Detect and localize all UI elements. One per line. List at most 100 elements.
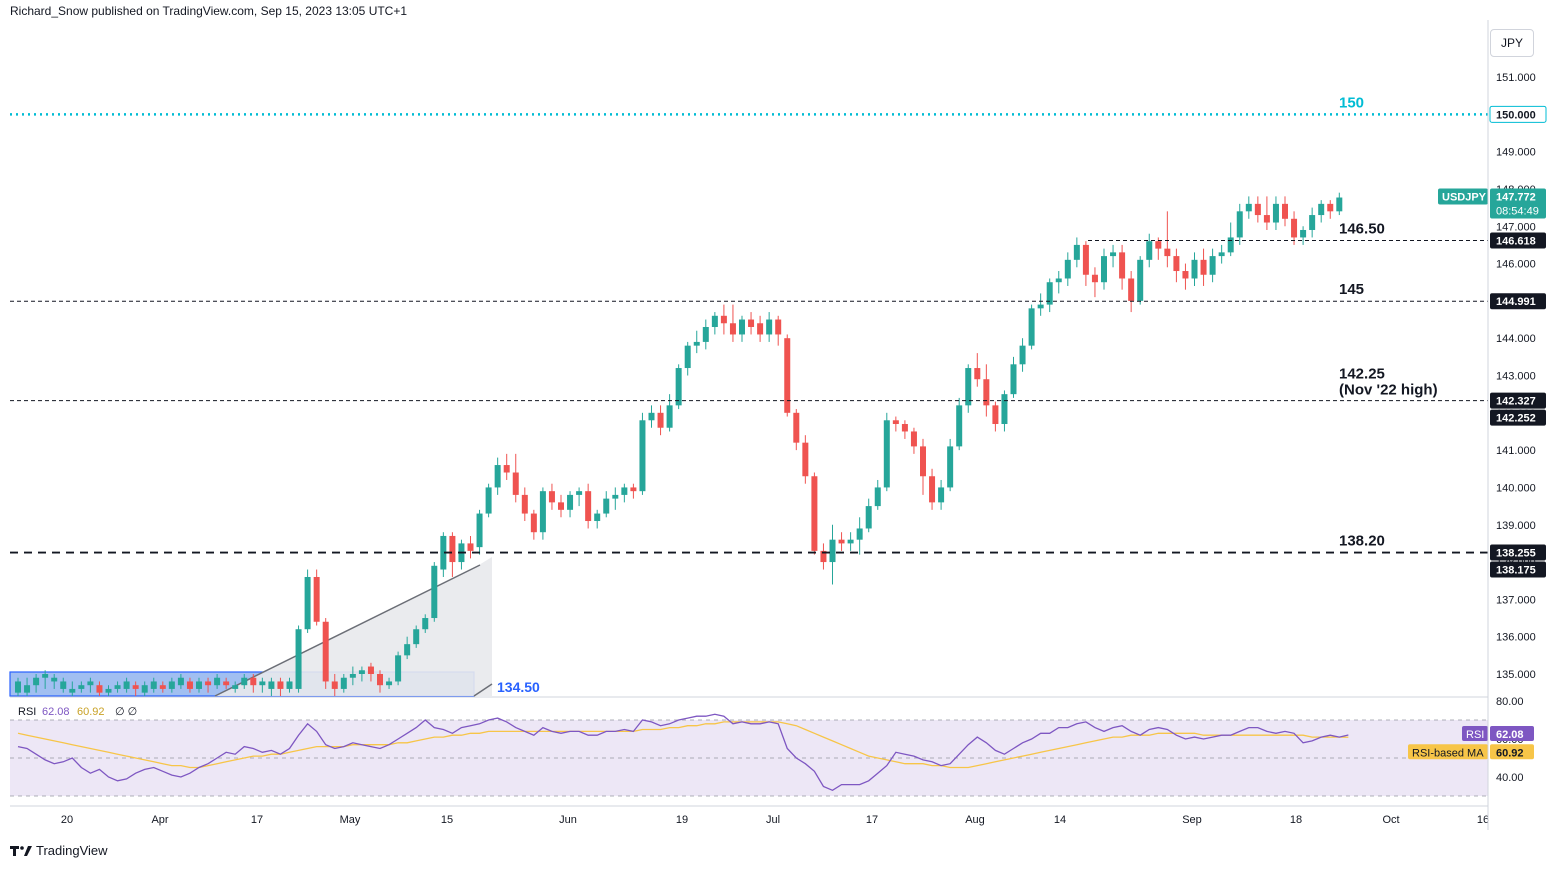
candle-body — [1200, 259, 1207, 275]
candle-body — [105, 688, 112, 693]
candle-body — [250, 677, 257, 686]
candle-body — [51, 677, 58, 682]
price-tick-label: 144.000 — [1496, 333, 1536, 345]
candle-body — [404, 644, 411, 656]
level-tag-bg — [1490, 293, 1546, 310]
candle-body — [1055, 278, 1062, 283]
candle-body — [1327, 203, 1334, 212]
candle-body — [159, 685, 166, 689]
rsi-legend-extra: ∅ ∅ — [115, 706, 137, 718]
candle-body — [1309, 215, 1316, 230]
candle-body — [648, 412, 655, 421]
level-label-note: (Nov '22 high) — [1339, 382, 1438, 399]
price-tick-label: 136.000 — [1496, 632, 1536, 644]
candle-body — [295, 629, 302, 689]
level-tag-text: 150.000 — [1496, 109, 1536, 121]
time-tick-label: 20 — [61, 814, 73, 826]
time-tick-label: 15 — [441, 814, 453, 826]
candle-body — [78, 685, 85, 689]
candle-body — [603, 498, 610, 514]
candle-body — [739, 319, 745, 335]
rsi-ma-tag: RSI-based MA 60.92 — [1408, 744, 1534, 760]
symbol-tag-text: USDJPY — [1442, 191, 1487, 203]
time-tick-label: May — [340, 814, 361, 826]
candle-body — [177, 677, 184, 686]
candle-body — [33, 677, 40, 686]
candle-body — [675, 368, 682, 406]
rsi-ma-line — [17, 721, 1349, 769]
candle-body — [413, 629, 420, 645]
candle-body — [340, 677, 347, 689]
candle-body — [974, 368, 981, 380]
breakout-triangle — [215, 557, 492, 696]
candle-body — [322, 621, 329, 682]
candle-body — [567, 494, 574, 510]
candle-body — [947, 446, 954, 488]
level-tag: 138.255 — [1490, 544, 1546, 561]
footer[interactable]: TradingView — [10, 843, 108, 858]
level-layer: 150 146.50 145 142.25(Nov '22 high) 138.20 — [10, 94, 1488, 554]
price-tick-label: 137.000 — [1496, 594, 1536, 606]
candle-body — [386, 681, 393, 686]
candle-body — [367, 666, 374, 674]
candle-body — [639, 420, 646, 492]
candle-body — [1182, 271, 1189, 279]
candle-body — [657, 412, 664, 428]
candle-body — [1263, 215, 1270, 223]
candle-body — [1209, 256, 1216, 275]
rsi-legend-ma-value: 60.92 — [77, 706, 105, 718]
candle-body — [1300, 229, 1307, 238]
candle-body — [60, 681, 67, 689]
candle-layer[interactable] — [15, 192, 1343, 696]
candle-body — [214, 677, 221, 686]
level-label: 138.20 — [1339, 533, 1385, 550]
candle-body — [838, 539, 845, 544]
candle-body — [1254, 203, 1261, 216]
rsi-tag: RSI 62.08 — [1462, 726, 1534, 742]
candle-body — [539, 491, 546, 533]
candle-body — [1046, 282, 1053, 305]
candle-body — [1001, 394, 1008, 425]
level-tag: 144.991 — [1490, 293, 1546, 310]
candle-body — [87, 681, 94, 686]
time-tick-label: Jun — [559, 814, 577, 826]
level-tag: 150.000 — [1489, 105, 1547, 123]
level-tag-secondary: 142.252 — [1490, 409, 1546, 426]
level-tag-bg — [1490, 392, 1546, 409]
candle-body — [883, 420, 890, 488]
candle-body — [666, 405, 673, 428]
candle-body — [983, 379, 990, 406]
candle-body — [1119, 252, 1126, 279]
candle-body — [1091, 274, 1098, 283]
candle-body — [96, 685, 103, 693]
trend-line-lower — [473, 683, 493, 697]
candle-body — [548, 491, 555, 503]
price-axis[interactable]: 151.000150.000149.000148.000147.000146.0… — [1496, 72, 1536, 784]
candle-body — [1227, 237, 1234, 253]
candle-body — [422, 618, 429, 630]
candle-body — [1318, 203, 1325, 216]
time-axis[interactable]: 20 Apr 17 May 15 Jun 19 Jul 17 Aug 14 Sep 18 Oct 16 — [61, 814, 1489, 826]
rsi-tag-name: RSI — [1466, 729, 1484, 741]
candle-body — [612, 494, 619, 499]
candle-body — [594, 513, 601, 522]
rsi-legend-label: RSI — [18, 706, 36, 718]
candle-body — [621, 487, 628, 495]
level-tag-bg — [1489, 105, 1547, 123]
candle-body — [829, 539, 836, 563]
publisher-header: Richard_Snow published on TradingView.co… — [10, 4, 408, 18]
box-label: 134.50 — [497, 679, 540, 695]
candle-body — [757, 323, 764, 335]
candle-body — [820, 550, 827, 563]
candle-body — [793, 412, 800, 443]
currency-selector[interactable]: JPY — [1490, 29, 1534, 57]
candle-body — [901, 424, 908, 432]
candle-body — [693, 341, 700, 346]
rsi-tag-value-bg — [1490, 726, 1534, 742]
rsi-tick-label: 80.00 — [1496, 696, 1524, 708]
time-tick-label: Jul — [766, 814, 780, 826]
level-tag: 146.618 — [1490, 232, 1546, 249]
candle-body — [720, 315, 727, 324]
candle-body — [965, 368, 972, 406]
